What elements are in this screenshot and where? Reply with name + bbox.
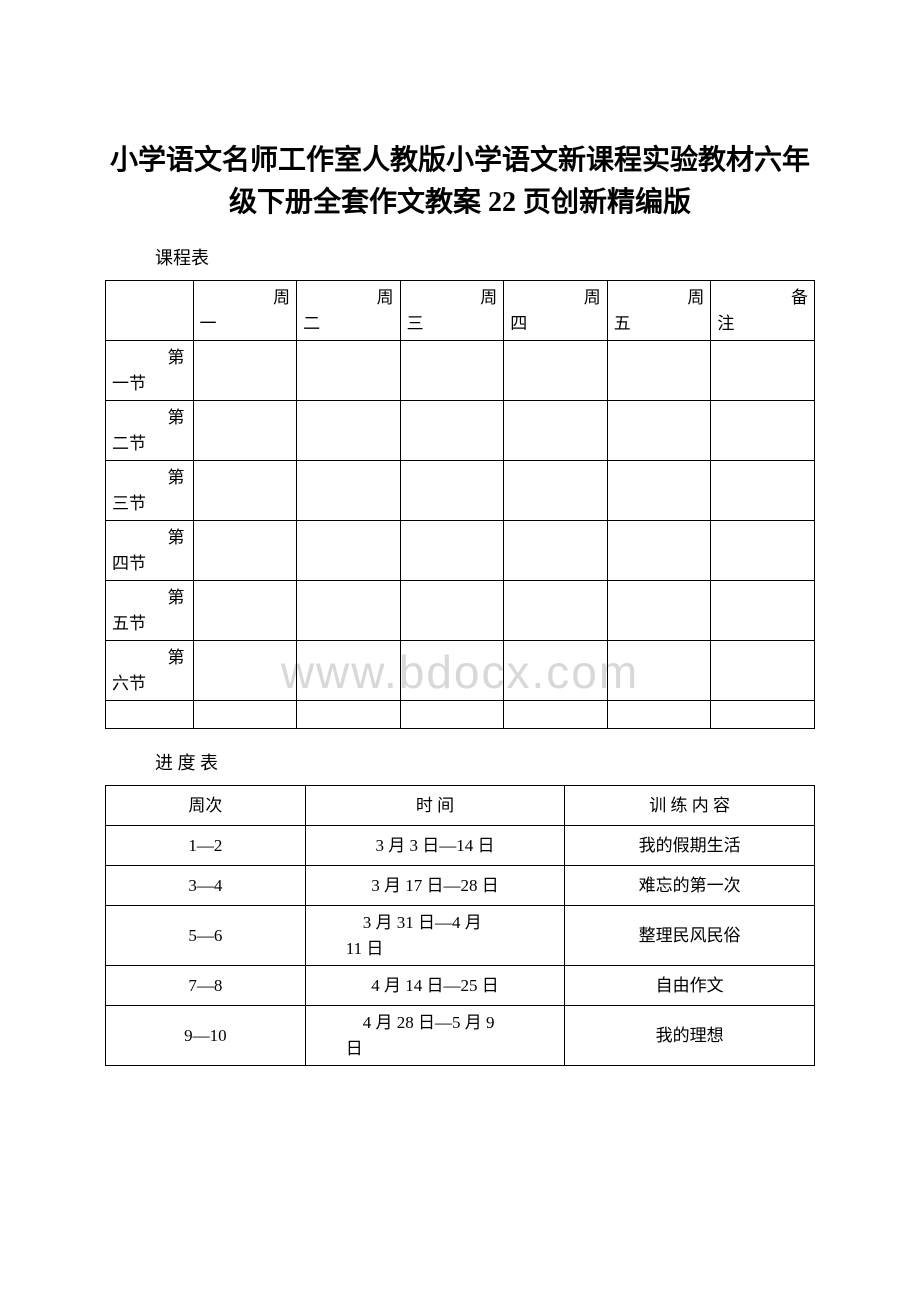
schedule-cell — [607, 461, 711, 521]
progress-content: 我的理想 — [565, 1006, 815, 1066]
progress-row: 9—10 4 月 28 日—5 月 9日 我的理想 — [106, 1006, 815, 1066]
schedule-header-note: 备 注 — [711, 281, 815, 341]
schedule-cell — [504, 701, 608, 729]
schedule-cell — [504, 341, 608, 401]
schedule-cell — [297, 341, 401, 401]
progress-time: 3 月 3 日—14 日 — [305, 826, 565, 866]
progress-content: 我的假期生活 — [565, 826, 815, 866]
schedule-header-fri: 周 五 — [607, 281, 711, 341]
schedule-cell — [400, 401, 504, 461]
schedule-cell — [193, 521, 297, 581]
schedule-cell — [193, 401, 297, 461]
progress-header-row: 周次 时 间 训 练 内 容 — [106, 786, 815, 826]
schedule-table: 周 一 周 二 周 三 周 四 周 五 备 注 — [105, 280, 815, 729]
schedule-cell — [193, 341, 297, 401]
schedule-period-2: 第 二节 — [106, 401, 194, 461]
progress-header-time: 时 间 — [305, 786, 565, 826]
schedule-cell — [504, 461, 608, 521]
progress-row: 5—6 3 月 31 日—4 月11 日 整理民风民俗 — [106, 906, 815, 966]
progress-time: 3 月 31 日—4 月11 日 — [305, 906, 565, 966]
schedule-cell — [711, 701, 815, 729]
schedule-row-6: 第 六节 — [106, 641, 815, 701]
schedule-cell — [193, 701, 297, 729]
progress-content: 整理民风民俗 — [565, 906, 815, 966]
schedule-row-empty — [106, 701, 815, 729]
progress-row: 7—8 4 月 14 日—25 日 自由作文 — [106, 966, 815, 1006]
schedule-cell — [400, 461, 504, 521]
schedule-cell — [504, 641, 608, 701]
schedule-header-row: 周 一 周 二 周 三 周 四 周 五 备 注 — [106, 281, 815, 341]
schedule-cell — [711, 581, 815, 641]
schedule-cell — [400, 701, 504, 729]
progress-section-label: 进 度 表 — [155, 749, 815, 775]
progress-table: 周次 时 间 训 练 内 容 1—2 3 月 3 日—14 日 我的假期生活 3… — [105, 785, 815, 1066]
schedule-cell — [193, 581, 297, 641]
progress-week: 3—4 — [106, 866, 306, 906]
progress-week: 9—10 — [106, 1006, 306, 1066]
schedule-cell — [607, 641, 711, 701]
schedule-cell — [400, 641, 504, 701]
schedule-cell — [607, 581, 711, 641]
schedule-cell — [711, 341, 815, 401]
schedule-cell — [400, 341, 504, 401]
progress-week: 7—8 — [106, 966, 306, 1006]
schedule-cell — [607, 401, 711, 461]
schedule-cell — [297, 401, 401, 461]
schedule-header-thu: 周 四 — [504, 281, 608, 341]
schedule-row-2: 第 二节 — [106, 401, 815, 461]
schedule-cell — [607, 341, 711, 401]
schedule-cell — [106, 701, 194, 729]
schedule-period-5: 第 五节 — [106, 581, 194, 641]
schedule-cell — [711, 641, 815, 701]
schedule-cell — [297, 521, 401, 581]
schedule-section-label: 课程表 — [155, 244, 815, 270]
schedule-cell — [607, 701, 711, 729]
progress-content: 自由作文 — [565, 966, 815, 1006]
schedule-cell — [193, 461, 297, 521]
schedule-header-mon: 周 一 — [193, 281, 297, 341]
schedule-row-3: 第 三节 — [106, 461, 815, 521]
schedule-cell — [504, 521, 608, 581]
schedule-cell — [297, 701, 401, 729]
schedule-cell — [504, 581, 608, 641]
schedule-cell — [711, 461, 815, 521]
schedule-header-wed: 周 三 — [400, 281, 504, 341]
schedule-row-1: 第 一节 — [106, 341, 815, 401]
schedule-row-5: 第 五节 — [106, 581, 815, 641]
progress-week: 5—6 — [106, 906, 306, 966]
progress-row: 1—2 3 月 3 日—14 日 我的假期生活 — [106, 826, 815, 866]
schedule-cell — [711, 521, 815, 581]
schedule-cell — [193, 641, 297, 701]
schedule-period-4: 第 四节 — [106, 521, 194, 581]
progress-header-week: 周次 — [106, 786, 306, 826]
schedule-period-6: 第 六节 — [106, 641, 194, 701]
document-title: 小学语文名师工作室人教版小学语文新课程实验教材六年级下册全套作文教案 22 页创… — [105, 140, 815, 224]
schedule-cell — [504, 401, 608, 461]
schedule-cell — [297, 581, 401, 641]
progress-time: 4 月 14 日—25 日 — [305, 966, 565, 1006]
schedule-cell — [711, 401, 815, 461]
schedule-period-3: 第 三节 — [106, 461, 194, 521]
progress-time: 3 月 17 日—28 日 — [305, 866, 565, 906]
schedule-header-tue: 周 二 — [297, 281, 401, 341]
schedule-cell — [607, 521, 711, 581]
schedule-cell — [400, 581, 504, 641]
progress-row: 3—4 3 月 17 日—28 日 难忘的第一次 — [106, 866, 815, 906]
schedule-cell — [297, 641, 401, 701]
schedule-cell — [297, 461, 401, 521]
schedule-empty-corner — [106, 281, 194, 341]
schedule-row-4: 第 四节 — [106, 521, 815, 581]
progress-time: 4 月 28 日—5 月 9日 — [305, 1006, 565, 1066]
schedule-period-1: 第 一节 — [106, 341, 194, 401]
progress-week: 1—2 — [106, 826, 306, 866]
progress-header-content: 训 练 内 容 — [565, 786, 815, 826]
schedule-cell — [400, 521, 504, 581]
progress-content: 难忘的第一次 — [565, 866, 815, 906]
